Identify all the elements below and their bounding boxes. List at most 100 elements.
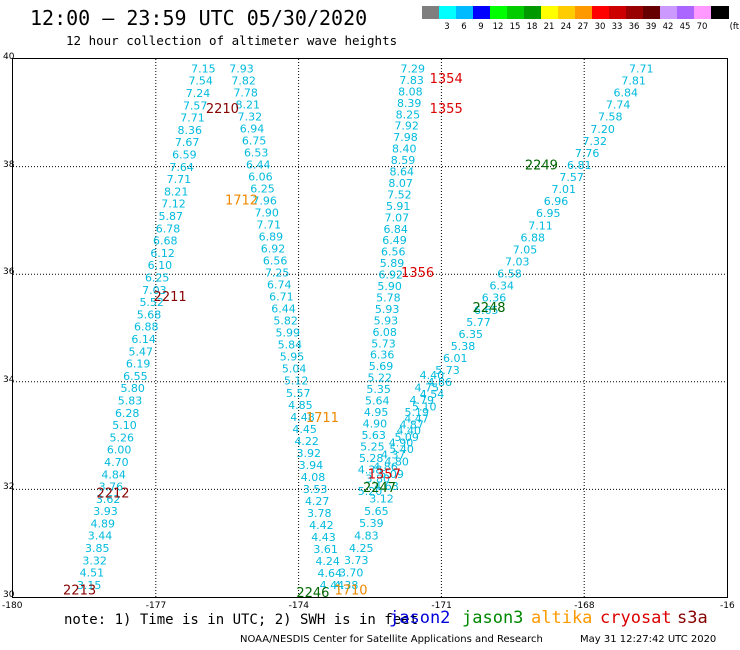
scale-swatch [541,6,559,19]
pass-time-label: 2210 [206,102,239,117]
pass-time-label: 1711 [306,411,339,426]
wave-height-value: 7.54 [188,75,213,88]
wave-height-value: 5.04 [282,363,307,376]
wave-height-value: 7.03 [142,284,167,297]
scale-swatch [643,6,661,19]
wave-height-value: 8.36 [178,124,203,137]
wave-height-value: 5.73 [371,337,396,350]
page-title: 12:00 – 23:59 UTC 05/30/2020 [30,6,368,30]
wave-height-value: 5.77 [466,316,491,329]
scale-swatch [456,6,474,19]
wave-height-value: 4.22 [294,435,319,448]
wave-height-value: 5.78 [376,292,401,305]
wave-height-value: 5.38 [451,340,476,353]
scale-swatch [473,6,491,19]
wave-height-value: 5.87 [159,210,184,223]
longitude-tick-label: -177 [145,601,167,611]
wave-height-value: 7.76 [575,147,600,160]
wave-height-value: 3.85 [85,542,110,555]
wave-height-value: 7.20 [590,123,615,136]
wave-height-value: 4.38 [358,463,383,476]
wave-height-value: 3.12 [369,493,394,506]
wave-height-value: 4.45 [292,423,317,436]
wave-height-value: 4.42 [309,519,334,532]
longitude-tick-label: -171 [431,601,452,611]
wave-height-value: 7.24 [186,87,211,100]
wave-height-value: 6.89 [259,231,284,244]
wave-height-value: 7.74 [606,99,631,112]
scale-label: 24 [560,22,572,32]
scale-swatch [694,6,712,19]
wave-height-value: 6.14 [131,333,156,346]
wave-height-value: 7.90 [254,207,279,220]
latitude-tick-label: 30 [3,590,15,600]
wave-height-value: 7.57 [183,99,208,112]
wave-height-value: 8.25 [396,108,421,121]
generation-timestamp: May 31 12:27:42 UTC 2020 [580,634,717,645]
wave-height-value: 6.53 [244,147,269,160]
wave-height-value: 6.34 [490,280,515,293]
wave-height-value: 3.70 [339,567,364,580]
wave-height-value: 7.98 [393,131,418,144]
pass-time-label: 1712 [225,193,258,208]
wave-height-value: 7.83 [399,74,424,87]
scale-label: 33 [611,22,623,32]
wave-height-value: 3.32 [82,554,107,567]
wave-height-value: 4.40 [397,424,422,437]
wave-height-value: 7.96 [252,195,277,208]
wave-height-value: 5.68 [137,308,162,321]
scale-label: 21 [543,22,555,32]
wave-height-value: 5.93 [374,314,399,327]
wave-height-value: 5.09 [379,468,404,481]
wave-height-value: 6.59 [172,149,197,162]
scale-swatch [626,6,644,19]
wave-height-value: 5.80 [120,382,145,395]
wave-height-value: 5.52 [139,296,164,309]
satellite-legend-cryosat: cryosat [600,608,672,628]
wave-height-value: 7.12 [161,198,186,211]
pass-time-label: 2212 [96,487,129,502]
longitude-tick-label: -168 [574,601,595,611]
wave-height-value: 5.82 [273,315,298,328]
scale-label: 30 [594,22,606,32]
wave-height-value: 4.86 [373,461,398,474]
wave-height-value: 4.87 [399,419,424,432]
wave-height-value: 5.19 [405,406,430,419]
wave-height-value: 4.89 [91,517,116,530]
scale-swatch [422,6,440,19]
wave-height-value: 6.94 [240,123,265,136]
wave-height-value: 4.54 [420,388,445,401]
wave-height-value: 3.92 [297,447,322,460]
wave-height-value: 4.75 [415,382,440,395]
pass-time-label: 1710 [334,583,367,597]
wave-height-value: 4.86 [428,376,453,389]
scale-label: 12 [492,22,504,32]
wave-height-value: 5.47 [129,345,154,358]
wave-height-value: 3.73 [344,554,369,567]
wave-height-value: 7.05 [513,243,538,256]
wave-height-value: 6.28 [115,407,140,420]
wave-height-value: 6.25 [145,272,170,285]
scale-swatch [558,6,576,19]
scale-swatch [490,6,508,19]
wave-height-value: 8.39 [397,97,422,110]
wave-height-value: 6.88 [521,231,546,244]
wave-height-value: 4.51 [80,567,105,580]
wave-height-value: 7.07 [385,211,410,224]
wave-height-value: 4.70 [104,456,128,469]
wave-height-value: 4.43 [311,531,336,544]
wave-height-value: 7.58 [598,111,623,124]
wave-height-value: 6.75 [242,135,267,148]
pass-time-label: 1357 [368,468,401,483]
wave-height-value: 6.44 [246,159,271,172]
wave-height-value: 6.92 [261,243,286,256]
wave-height-value: 4.84 [101,468,126,481]
latitude-tick-label: 36 [3,267,15,278]
wave-height-value: 7.64 [169,161,194,174]
wave-height-value: 5.95 [280,351,305,364]
wave-height-value: 6.95 [536,207,561,220]
pass-time-label: 2211 [154,290,187,305]
scale-label: 45 [679,22,691,32]
scale-swatch [677,6,695,19]
wave-height-value: 6.92 [379,269,404,282]
